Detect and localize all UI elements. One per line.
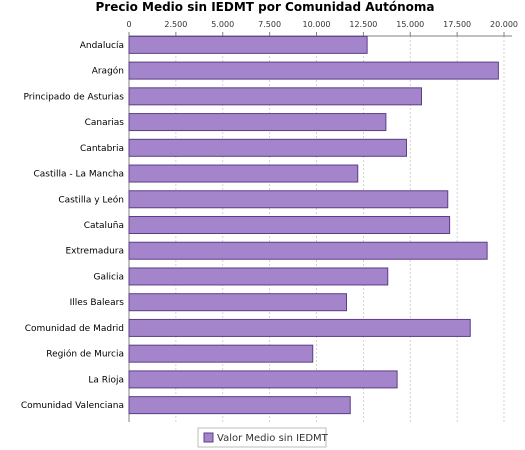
- category-label: Extremadura: [66, 247, 125, 257]
- x-tick-label: 20.000: [490, 20, 518, 29]
- bar: [128, 216, 451, 234]
- category-label: Principado de Asturias: [23, 92, 124, 102]
- bar: [128, 241, 488, 260]
- x-tick-label: 2.500: [164, 20, 187, 29]
- category-labels: Andalucía Aragón Principado de Asturias Can…: [21, 41, 124, 411]
- legend-box: [197, 427, 327, 448]
- bar: [128, 370, 398, 389]
- x-tick-label: 12.500: [349, 20, 377, 29]
- category-label: Illes Balears: [70, 298, 125, 308]
- bar: [128, 35, 368, 54]
- category-label: Galicia: [94, 272, 124, 282]
- category-label: Andalucía: [80, 41, 124, 51]
- bar: [128, 396, 351, 415]
- x-tick-labels: 0 2.500 5.000 7.500 10.000 12.500 15.000 17.500…: [126, 20, 518, 29]
- bar: [128, 318, 471, 337]
- category-label: Canarias: [85, 118, 125, 128]
- bar: [128, 113, 387, 132]
- x-tick-label: 5.000: [211, 20, 234, 29]
- bars: [128, 35, 499, 415]
- category-label: Aragón: [92, 66, 124, 77]
- bar: [128, 87, 422, 106]
- category-label: Región de Murcia: [46, 349, 124, 360]
- bar: [128, 190, 449, 209]
- category-label: La Rioja: [88, 375, 124, 385]
- legend-label: Valor Medio sin IEDMT: [217, 433, 329, 444]
- chart-title: Precio Medio sin IEDMT por Comunidad Aut…: [96, 0, 435, 14]
- bar: [128, 293, 347, 312]
- x-tick-label: 15.000: [396, 20, 424, 29]
- legend: Valor Medio sin IEDMT: [197, 427, 329, 448]
- bar: [128, 138, 407, 157]
- bar: [128, 164, 359, 183]
- category-label: Comunidad Valenciana: [21, 401, 124, 411]
- category-label: Comunidad de Madrid: [25, 324, 124, 334]
- category-label: Castilla y León: [58, 194, 124, 205]
- category-label: Castilla - La Mancha: [33, 170, 124, 180]
- bar: [128, 61, 499, 80]
- x-tick-label: 7.500: [258, 20, 281, 29]
- category-label: Cantabria: [80, 144, 124, 154]
- x-tick-label: 0: [126, 20, 131, 29]
- x-tick-label: 10.000: [303, 20, 331, 29]
- bar: [128, 344, 314, 363]
- bar: [128, 267, 389, 286]
- legend-swatch: [203, 432, 214, 443]
- category-label: Cataluña: [84, 221, 124, 231]
- x-tick-label: 17.500: [443, 20, 471, 29]
